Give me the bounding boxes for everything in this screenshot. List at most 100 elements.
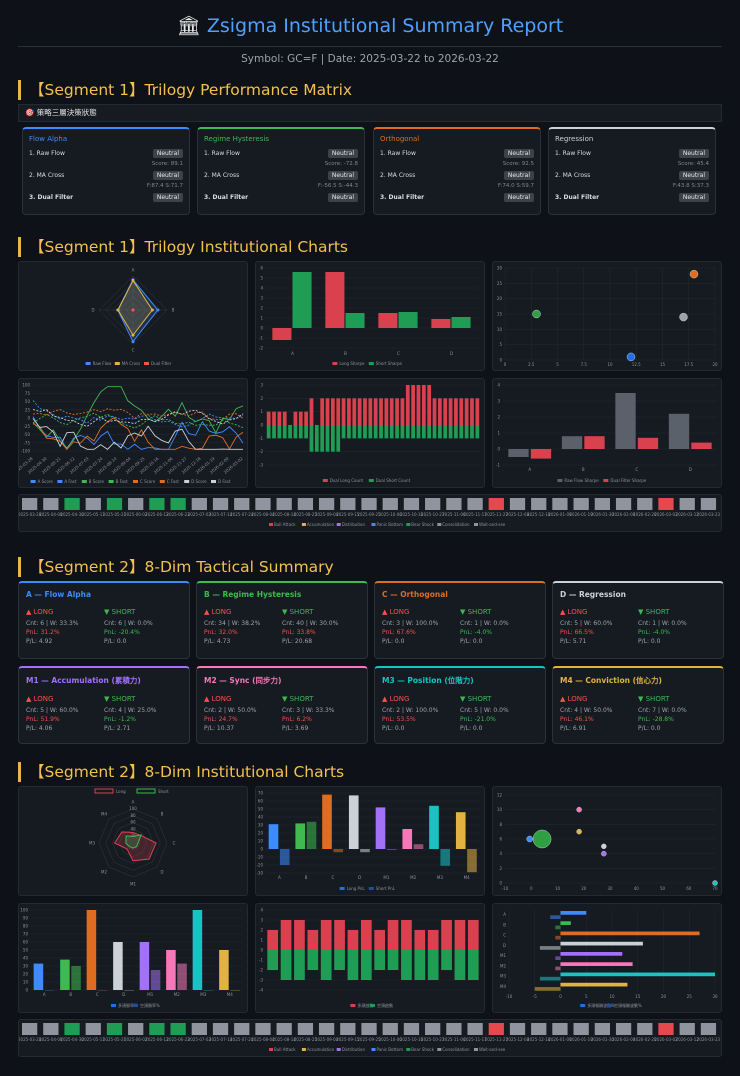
x-tick-label: 2.5 <box>528 362 535 367</box>
dim-card-title: C — Orthogonal <box>382 590 448 599</box>
bar <box>357 425 362 439</box>
y-tick-label: C <box>503 933 506 938</box>
long-pnl: PnL: 51.9% <box>26 716 60 723</box>
x-tick-label: 10 <box>555 886 561 891</box>
state-block <box>22 498 38 510</box>
trilogy-card-title: Regression <box>555 135 594 143</box>
y-tick-label: -1 <box>496 463 500 468</box>
legend-label: 空頭啟動 <box>377 1002 393 1008</box>
bar <box>320 398 325 425</box>
y-tick-label: 5 <box>260 276 263 281</box>
x-tick-label: 12.5 <box>632 362 641 367</box>
bar <box>440 849 451 866</box>
legend-label: Wait-and-see <box>479 522 506 527</box>
bar <box>379 425 383 439</box>
legend-swatch <box>406 1048 411 1051</box>
radar-series-1 <box>125 834 142 849</box>
legend-swatch <box>437 1048 442 1051</box>
x-tick-label: 10 <box>609 994 615 999</box>
legend-label: Short <box>158 789 169 794</box>
trilogy-row-label: 1. Raw Flow <box>380 150 416 157</box>
radar-point <box>131 333 135 337</box>
x-tick-label: M1 <box>147 992 153 997</box>
state-block <box>615 1023 632 1035</box>
long-header: ▲ LONG <box>382 608 410 616</box>
legend-swatch <box>301 523 306 526</box>
short-header: ▼ SHORT <box>282 695 314 703</box>
short-header: ▼ SHORT <box>104 608 136 616</box>
report-subtitle: Symbol: GC=F | Date: 2025-03-22 to 2026-… <box>241 53 499 65</box>
date-label: 2025-12-08 <box>506 512 530 517</box>
bar <box>427 950 439 980</box>
bar <box>306 821 317 849</box>
chart-trilogy-radar: A B C D Raw Flow MA Cross Dual Filter <box>18 261 248 371</box>
status-badge: Neutral <box>503 149 534 158</box>
date-label: 2025-04-08 <box>39 512 63 517</box>
x-tick-label: 20 <box>581 886 587 891</box>
radar-axis-label: B <box>161 812 164 817</box>
trilogy-card-title: Flow Alpha <box>29 135 68 143</box>
legend-label: B Fast <box>116 479 128 484</box>
bar <box>467 920 479 950</box>
short-pl: P/L: 3.69 <box>282 725 309 732</box>
date-label: 2025-07-14 <box>209 512 233 517</box>
bar <box>637 437 659 449</box>
bar <box>277 425 282 439</box>
legend-label: Bull Attack <box>274 522 296 527</box>
state-block <box>382 1023 398 1035</box>
chart-8dim-winrate: 0 10 20 30 40 50 60 70 80 90 100 A B C D M1 M2 M3 M4 多頭勝率% 空… <box>18 903 248 1013</box>
y-tick-label: -30 <box>256 871 263 876</box>
line-series-4 <box>32 416 244 451</box>
state-block <box>149 1023 165 1035</box>
radar-point <box>150 308 154 312</box>
bar <box>405 385 410 425</box>
bar <box>280 950 292 980</box>
bar <box>448 425 453 439</box>
y-tick-label: 1 <box>260 409 263 414</box>
state-block <box>658 1023 674 1035</box>
long-count: Cnt: 2 | W: 100.0% <box>382 707 439 714</box>
x-tick-label: B <box>305 875 308 880</box>
legend-swatch <box>336 523 341 526</box>
bar <box>307 930 319 950</box>
bar <box>341 425 346 439</box>
bar <box>272 425 276 439</box>
y-tick-label: M2 <box>500 963 506 968</box>
x-tick-label: B <box>582 467 585 472</box>
state-block <box>170 498 186 510</box>
y-tick-label: 100 <box>20 908 28 913</box>
legend-label: Bear Shock <box>411 522 434 527</box>
state-block <box>573 498 589 510</box>
y-tick-label: -3 <box>259 463 263 468</box>
short-header: ▼ SHORT <box>638 695 670 703</box>
dim-card: A — Flow Alpha ▲ LONG Cnt: 6 | W: 33.3% PnL… <box>18 581 190 659</box>
y-tick-label: 4 <box>497 383 500 388</box>
bar <box>325 272 345 328</box>
y-tick-label: -2 <box>259 449 263 454</box>
bar <box>314 425 319 452</box>
trilogy-row: 3. Dual Filter Neutral <box>29 193 183 202</box>
state-block <box>552 498 568 510</box>
short-count: Cnt: 3 | W: 33.3% <box>282 707 335 714</box>
trilogy-score: F:74.0 S:59.7 <box>497 183 534 189</box>
dim-card-columns: ▲ LONG Cnt: 3 | W: 100.0% PnL: 67.6% P/L: 0… <box>382 608 538 646</box>
bar <box>320 425 325 452</box>
bar <box>539 976 561 981</box>
x-tick-label: M4 <box>464 875 470 880</box>
trilogy-row: 2. MA Cross Neutral <box>204 171 358 180</box>
bar <box>441 950 452 970</box>
legend-label: C Score <box>140 479 156 484</box>
long-header: ▲ LONG <box>560 608 588 616</box>
bar <box>560 972 715 977</box>
date-label: 2025-11-27 <box>485 512 509 517</box>
legend-swatch <box>114 362 120 365</box>
bar <box>387 920 399 950</box>
date-label: 2025-11-06 <box>442 512 466 517</box>
bar <box>459 398 464 425</box>
short-pnl: PnL: -21.0% <box>460 716 496 723</box>
state-block <box>234 498 250 510</box>
state-block <box>573 1023 589 1035</box>
short-count: Cnt: 5 | W: 0.0% <box>460 707 509 714</box>
long-pl: P/L: 0.0 <box>382 638 405 645</box>
line-series-6 <box>32 418 243 450</box>
